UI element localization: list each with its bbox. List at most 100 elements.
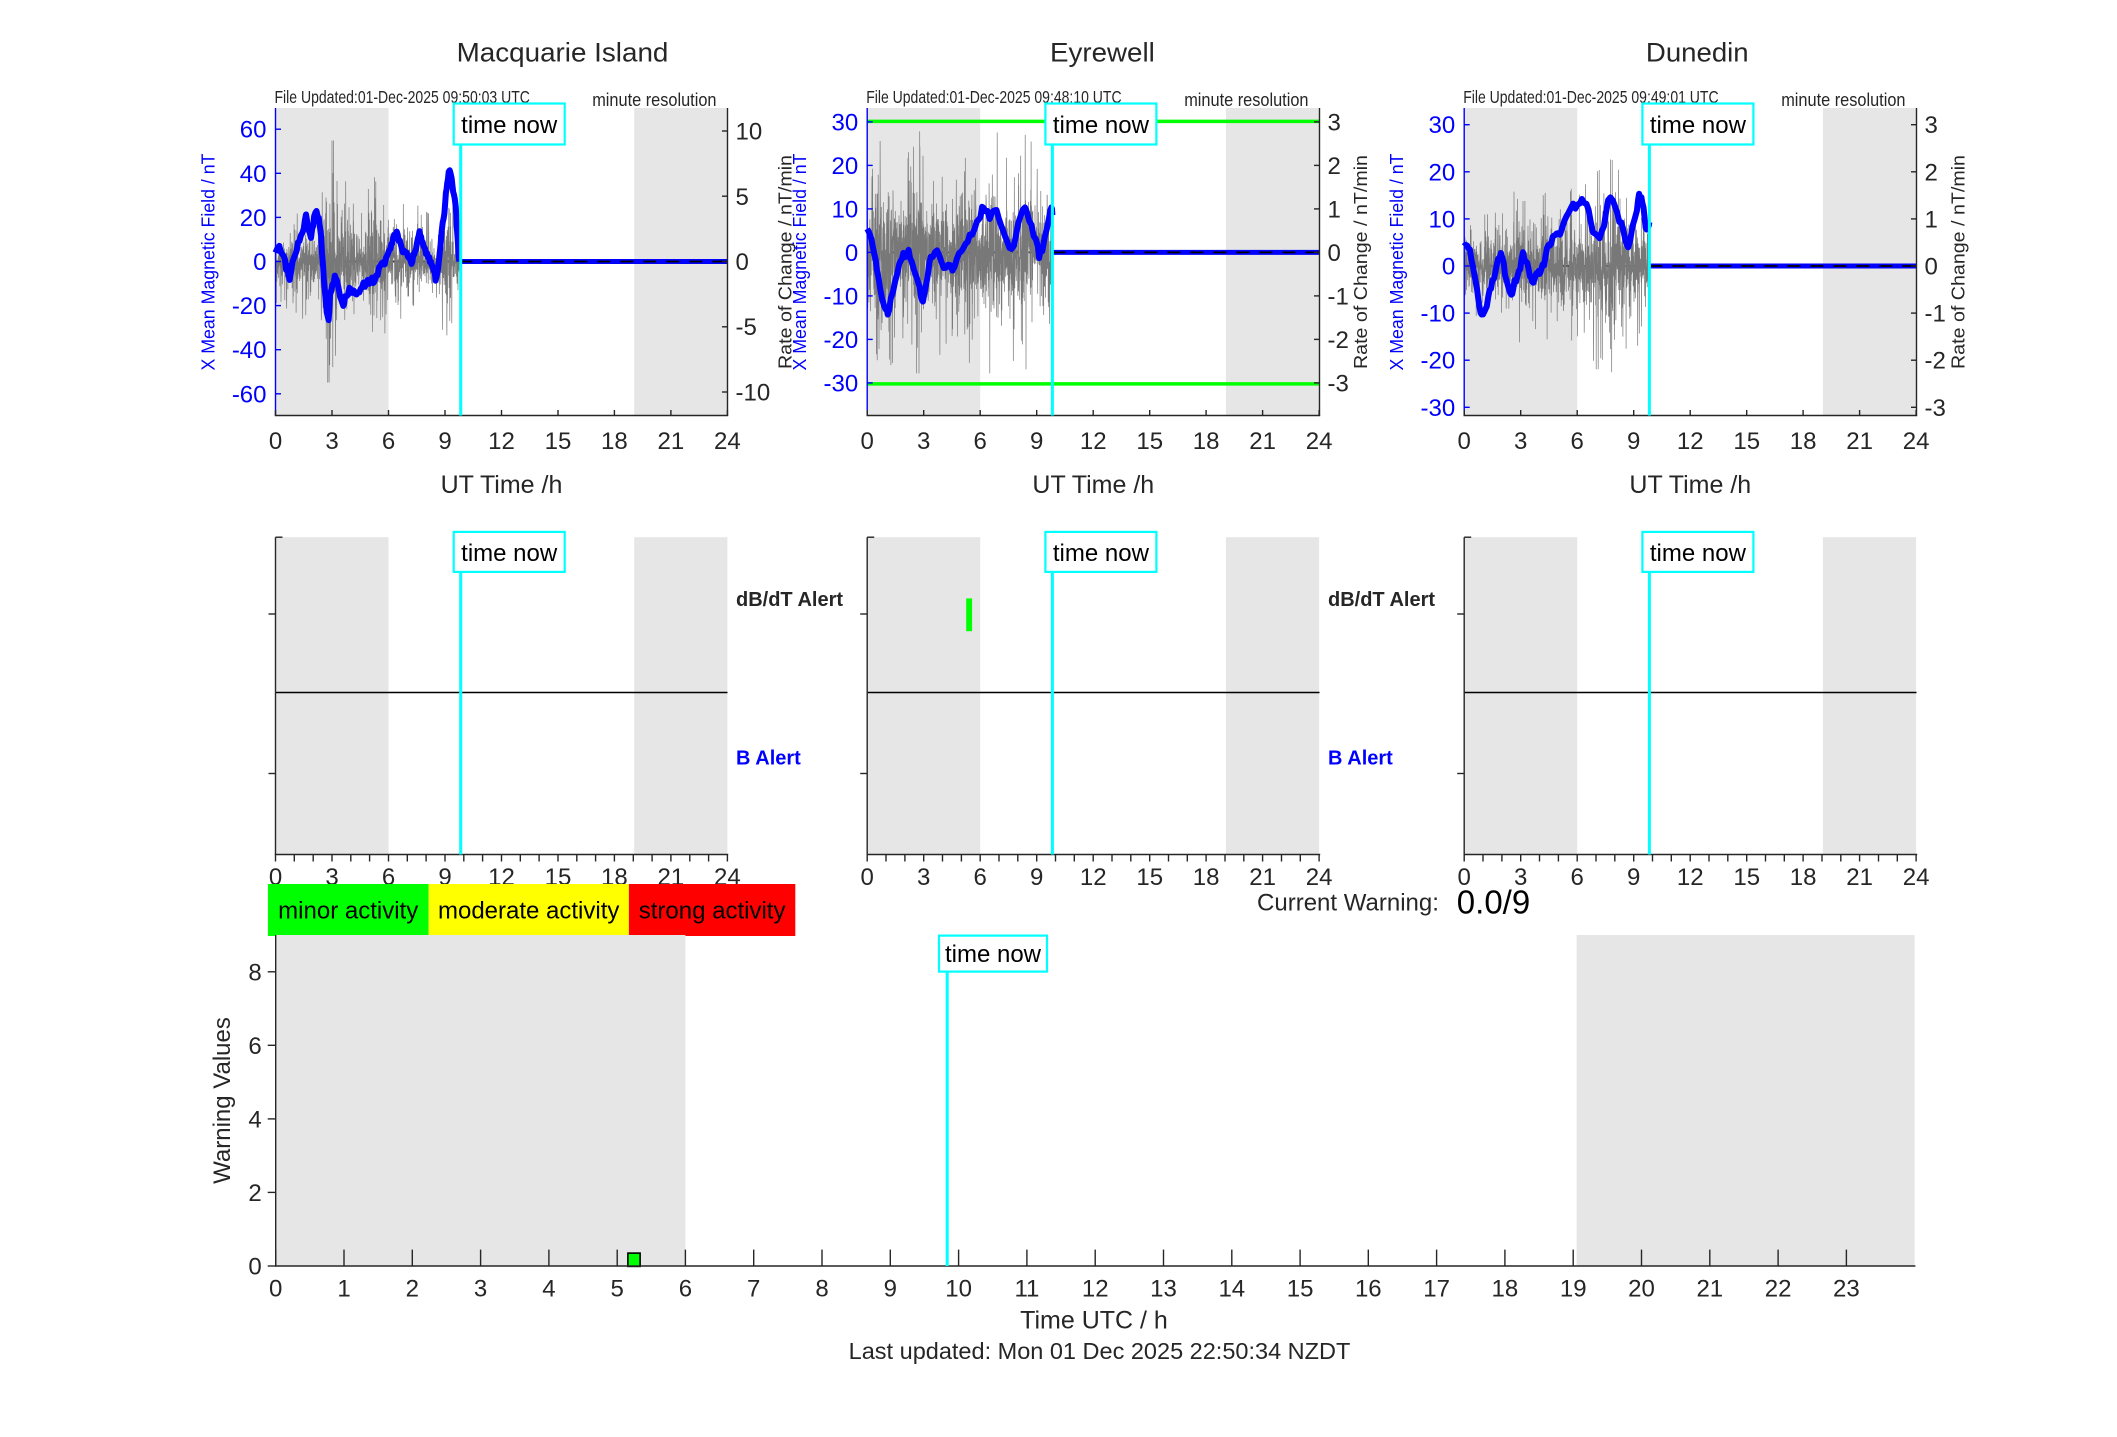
- svg-text:-30: -30: [824, 370, 859, 397]
- svg-text:21: 21: [1249, 428, 1276, 455]
- svg-text:time now: time now: [1650, 540, 1747, 567]
- svg-text:6: 6: [974, 864, 987, 891]
- svg-text:File Updated:01-Dec-2025 09:49: File Updated:01-Dec-2025 09:49:01 UTC: [1463, 87, 1718, 107]
- svg-text:Rate of Change / nT/min: Rate of Change / nT/min: [1350, 155, 1371, 369]
- svg-text:0: 0: [1458, 864, 1471, 891]
- svg-text:0: 0: [269, 428, 282, 455]
- svg-text:15: 15: [545, 428, 572, 455]
- svg-text:24: 24: [1903, 864, 1930, 891]
- svg-text:2: 2: [406, 1275, 419, 1302]
- svg-text:12: 12: [1677, 428, 1704, 455]
- svg-text:12: 12: [1080, 428, 1107, 455]
- svg-text:0: 0: [269, 1275, 282, 1302]
- svg-text:0: 0: [845, 240, 858, 267]
- svg-text:0: 0: [1925, 254, 1938, 281]
- svg-text:15: 15: [1136, 428, 1163, 455]
- svg-text:6: 6: [1571, 864, 1584, 891]
- svg-text:Rate of Change / nT/min: Rate of Change / nT/min: [775, 155, 796, 369]
- svg-text:2: 2: [1328, 153, 1341, 180]
- svg-text:18: 18: [1492, 1275, 1519, 1302]
- svg-text:15: 15: [1733, 864, 1760, 891]
- svg-text:7: 7: [747, 1275, 760, 1302]
- svg-text:minute resolution: minute resolution: [1781, 89, 1905, 110]
- svg-text:X Mean Magnetic Field / nT: X Mean Magnetic Field / nT: [198, 154, 219, 371]
- svg-text:21: 21: [1846, 864, 1873, 891]
- svg-text:X Mean Magnetic Field / nT: X Mean Magnetic Field / nT: [789, 154, 810, 371]
- svg-text:18: 18: [1193, 864, 1220, 891]
- svg-text:-3: -3: [1328, 370, 1349, 397]
- svg-text:UT Time /h: UT Time /h: [1032, 471, 1154, 499]
- svg-text:6: 6: [1571, 428, 1584, 455]
- svg-text:5: 5: [611, 1275, 624, 1302]
- svg-text:Warning Values: Warning Values: [209, 1017, 236, 1184]
- svg-text:-40: -40: [232, 337, 267, 364]
- svg-text:time now: time now: [1650, 112, 1747, 139]
- svg-text:UT Time /h: UT Time /h: [441, 471, 563, 499]
- svg-text:0: 0: [861, 428, 874, 455]
- svg-text:-10: -10: [824, 283, 859, 310]
- svg-text:4: 4: [542, 1275, 555, 1302]
- svg-text:dB/dT Alert: dB/dT Alert: [736, 589, 843, 611]
- svg-text:Dunedin: Dunedin: [1646, 38, 1749, 68]
- svg-text:-20: -20: [1421, 348, 1456, 375]
- svg-text:9: 9: [884, 1275, 897, 1302]
- svg-text:24: 24: [1306, 428, 1333, 455]
- svg-text:5: 5: [736, 184, 749, 211]
- svg-text:time now: time now: [461, 540, 558, 567]
- svg-text:30: 30: [831, 109, 858, 136]
- svg-text:20: 20: [240, 205, 267, 232]
- svg-text:Time UTC / h: Time UTC / h: [1020, 1307, 1168, 1335]
- svg-text:3: 3: [474, 1275, 487, 1302]
- svg-text:15: 15: [1136, 864, 1163, 891]
- svg-text:0: 0: [248, 1254, 261, 1281]
- svg-text:0.0/9: 0.0/9: [1457, 884, 1530, 921]
- svg-text:Eyrewell: Eyrewell: [1050, 38, 1155, 68]
- svg-text:0: 0: [1458, 428, 1471, 455]
- svg-text:0: 0: [1442, 254, 1455, 281]
- svg-text:18: 18: [1790, 864, 1817, 891]
- svg-text:14: 14: [1218, 1275, 1245, 1302]
- svg-text:File Updated:01-Dec-2025 09:48: File Updated:01-Dec-2025 09:48:10 UTC: [866, 87, 1121, 107]
- svg-text:-2: -2: [1328, 327, 1349, 354]
- svg-text:8: 8: [248, 959, 261, 986]
- svg-text:11: 11: [1014, 1275, 1039, 1302]
- svg-text:1: 1: [337, 1275, 350, 1302]
- svg-text:9: 9: [1627, 864, 1640, 891]
- svg-text:21: 21: [658, 428, 685, 455]
- svg-text:2: 2: [248, 1180, 261, 1207]
- svg-text:3: 3: [1514, 864, 1527, 891]
- svg-text:8: 8: [815, 1275, 828, 1302]
- svg-text:minute resolution: minute resolution: [592, 89, 716, 110]
- svg-text:12: 12: [1082, 1275, 1109, 1302]
- svg-text:60: 60: [240, 117, 267, 144]
- svg-text:1: 1: [1925, 206, 1938, 233]
- svg-text:3: 3: [917, 864, 930, 891]
- svg-text:20: 20: [1428, 159, 1455, 186]
- svg-text:time now: time now: [461, 112, 558, 139]
- svg-text:4: 4: [248, 1106, 261, 1133]
- svg-text:time now: time now: [1053, 112, 1150, 139]
- svg-text:24: 24: [1903, 428, 1930, 455]
- svg-text:15: 15: [1733, 428, 1760, 455]
- svg-text:X Mean Magnetic Field / nT: X Mean Magnetic Field / nT: [1386, 154, 1407, 371]
- svg-text:-60: -60: [232, 381, 267, 408]
- svg-text:18: 18: [1193, 428, 1220, 455]
- svg-text:40: 40: [240, 161, 267, 188]
- svg-text:moderate activity: moderate activity: [438, 898, 619, 925]
- svg-text:20: 20: [1628, 1275, 1655, 1302]
- svg-text:17: 17: [1423, 1275, 1450, 1302]
- svg-text:21: 21: [1696, 1275, 1723, 1302]
- svg-text:6: 6: [974, 428, 987, 455]
- svg-text:9: 9: [1030, 428, 1043, 455]
- svg-text:0: 0: [253, 249, 266, 276]
- svg-text:18: 18: [601, 428, 628, 455]
- svg-text:0: 0: [1328, 240, 1341, 267]
- svg-text:3: 3: [1514, 428, 1527, 455]
- svg-text:Macquarie Island: Macquarie Island: [457, 38, 669, 68]
- svg-text:10: 10: [1428, 206, 1455, 233]
- svg-text:2: 2: [1925, 159, 1938, 186]
- svg-text:10: 10: [736, 119, 763, 146]
- svg-text:-1: -1: [1925, 301, 1946, 328]
- svg-text:Current Warning:: Current Warning:: [1257, 889, 1439, 916]
- svg-text:10: 10: [945, 1275, 972, 1302]
